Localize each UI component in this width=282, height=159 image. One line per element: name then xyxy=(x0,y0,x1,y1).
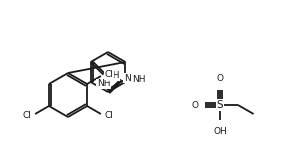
Text: NH: NH xyxy=(132,76,146,84)
Text: O: O xyxy=(217,74,224,83)
Text: Cl: Cl xyxy=(22,111,31,120)
Text: NH: NH xyxy=(97,80,110,89)
Text: O: O xyxy=(191,100,198,110)
Text: Cl: Cl xyxy=(105,70,114,80)
Text: N: N xyxy=(124,74,131,83)
Text: OH: OH xyxy=(213,127,227,136)
Text: NH: NH xyxy=(106,71,120,80)
Text: Cl: Cl xyxy=(105,111,114,120)
Text: S: S xyxy=(217,100,223,110)
